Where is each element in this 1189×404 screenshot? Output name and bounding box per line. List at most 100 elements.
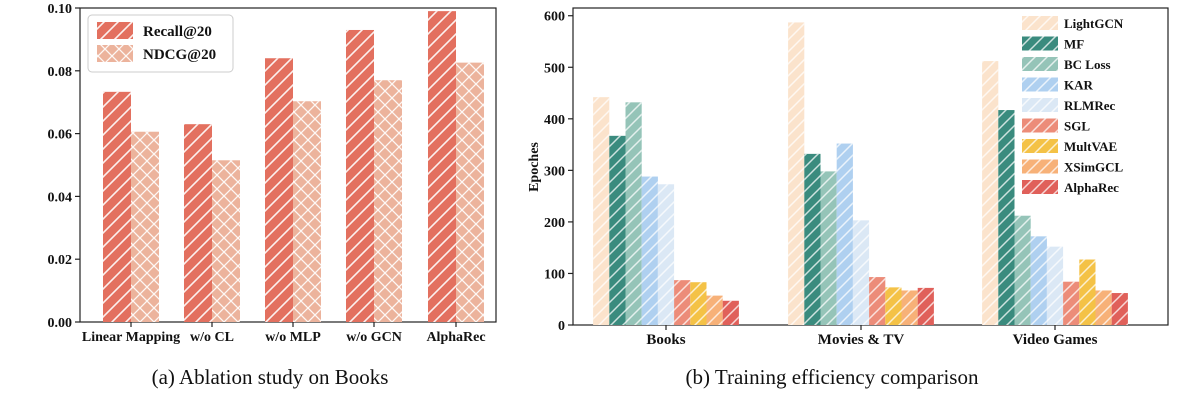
bar-xsimgcl-1 — [901, 290, 918, 325]
bar-hatch — [1014, 215, 1031, 325]
bar-hatch — [706, 295, 723, 325]
legend-label: NDCG@20 — [143, 47, 216, 63]
bar-hatch — [901, 290, 918, 325]
legend-label: XSimGCL — [1064, 160, 1124, 175]
bar-hatch — [657, 184, 675, 325]
bar-hatch — [456, 62, 484, 323]
bar-multvae-2 — [1079, 259, 1096, 325]
efficiency-y-axis-label: Epoches — [527, 142, 542, 192]
efficiency-chart: 0 100 200 300 400 500 600 Books Movies & TV Vide… — [527, 7, 1169, 389]
y-tick-label: 600 — [544, 10, 565, 25]
bar-ndcg-20-1 — [212, 160, 240, 322]
bar-sgl-0 — [674, 280, 691, 325]
bar-recall-20-4 — [428, 11, 456, 322]
bar-ndcg-20-3 — [374, 80, 402, 322]
legend-label: BC Loss — [1064, 57, 1111, 72]
bar-sgl-2 — [1063, 281, 1080, 325]
legend-swatch-hatch — [1022, 159, 1058, 174]
y-tick-label: 500 — [544, 61, 565, 76]
bar-kar-2 — [1030, 236, 1047, 325]
legend-swatch-hatch — [1022, 98, 1058, 112]
bar-rlmrec-2 — [1046, 246, 1064, 325]
legend-swatch-hatch — [1022, 118, 1058, 133]
bar-hatch — [103, 91, 131, 322]
legend-label: MF — [1064, 37, 1084, 52]
legend-label: RLMRec — [1064, 98, 1115, 113]
ablation-bars — [103, 11, 484, 323]
ablation-caption: (a) Ablation study on Books — [152, 365, 389, 389]
bar-hatch — [593, 97, 610, 325]
bar-kar-0 — [641, 176, 658, 325]
bar-hatch — [609, 135, 626, 325]
bar-hatch — [1079, 259, 1096, 325]
x-tick-label: Linear Mapping — [82, 330, 180, 345]
bar-xsimgcl-2 — [1095, 290, 1112, 325]
bar-mf-1 — [804, 153, 821, 325]
bar-hatch — [885, 287, 902, 325]
y-tick-label: 0.08 — [48, 65, 73, 80]
bar-lightgcn-1 — [788, 22, 805, 325]
y-tick-label: 400 — [544, 113, 565, 128]
y-tick-label: 300 — [544, 164, 565, 179]
y-tick-label: 0.02 — [48, 253, 73, 268]
bar-hatch — [1095, 290, 1112, 325]
bar-hatch — [852, 220, 870, 325]
bar-hatch — [184, 124, 212, 323]
legend-swatch-hatch — [97, 22, 133, 39]
bar-ndcg-20-4 — [456, 62, 484, 323]
legend-swatch-hatch — [1022, 16, 1058, 30]
legend-swatch-hatch — [97, 45, 133, 62]
legend-swatch-hatch — [1022, 77, 1058, 92]
x-tick-label: Movies & TV — [818, 332, 905, 348]
bar-hatch — [625, 102, 642, 325]
bar-hatch — [998, 110, 1015, 325]
efficiency-legend: LightGCN MF BC Loss KAR RLMRec SGL MultVAE XSim… — [1022, 16, 1124, 195]
x-tick-label: w/o GCN — [346, 330, 402, 345]
y-tick-label: 0.04 — [48, 190, 73, 205]
bar-sgl-1 — [869, 277, 886, 325]
y-tick-label: 100 — [544, 267, 565, 282]
bar-lightgcn-2 — [982, 61, 999, 325]
legend-label: Recall@20 — [143, 24, 212, 40]
bar-recall-20-2 — [265, 58, 293, 323]
bar-mf-2 — [998, 110, 1015, 325]
y-tick-label: 200 — [544, 216, 565, 231]
bar-hatch — [1046, 246, 1064, 325]
efficiency-x-ticks: Books Movies & TV Video Games — [646, 325, 1098, 348]
bar-ndcg-20-2 — [293, 101, 321, 323]
bar-hatch — [131, 131, 159, 322]
bar-rlmrec-0 — [657, 184, 675, 325]
bar-recall-20-1 — [184, 124, 212, 323]
bar-bc-loss-1 — [820, 171, 837, 325]
bar-bc-loss-0 — [625, 102, 642, 325]
ablation-legend: Recall@20 NDCG@20 — [87, 14, 234, 73]
bar-multvae-0 — [690, 282, 707, 325]
x-tick-label: Video Games — [1013, 332, 1098, 348]
bar-hatch — [869, 277, 886, 325]
bar-multvae-1 — [885, 287, 902, 325]
x-tick-label: Books — [646, 332, 685, 348]
y-tick-label: 0.10 — [48, 2, 73, 17]
x-tick-label: w/o CL — [190, 330, 234, 345]
legend-label: KAR — [1064, 78, 1094, 93]
bar-mf-0 — [609, 135, 626, 325]
legend-swatch-hatch — [1022, 180, 1058, 194]
bar-hatch — [804, 153, 821, 325]
bar-recall-20-0 — [103, 91, 131, 322]
bar-hatch — [788, 22, 805, 325]
bar-hatch — [641, 176, 658, 325]
y-tick-label: 0.00 — [48, 316, 73, 331]
bar-hatch — [265, 58, 293, 323]
efficiency-bars — [593, 22, 1128, 325]
legend-label: AlphaRec — [1064, 180, 1119, 195]
bar-bc-loss-2 — [1014, 215, 1031, 325]
legend-swatch-hatch — [1022, 139, 1058, 153]
efficiency-caption: (b) Training efficiency comparison — [686, 365, 979, 389]
legend-swatch-hatch — [1022, 57, 1058, 71]
bar-hatch — [674, 280, 691, 325]
bar-hatch — [1063, 281, 1080, 325]
bar-hatch — [1030, 236, 1047, 325]
bar-hatch — [428, 11, 456, 322]
bar-hatch — [212, 160, 240, 322]
bar-hatch — [982, 61, 999, 325]
